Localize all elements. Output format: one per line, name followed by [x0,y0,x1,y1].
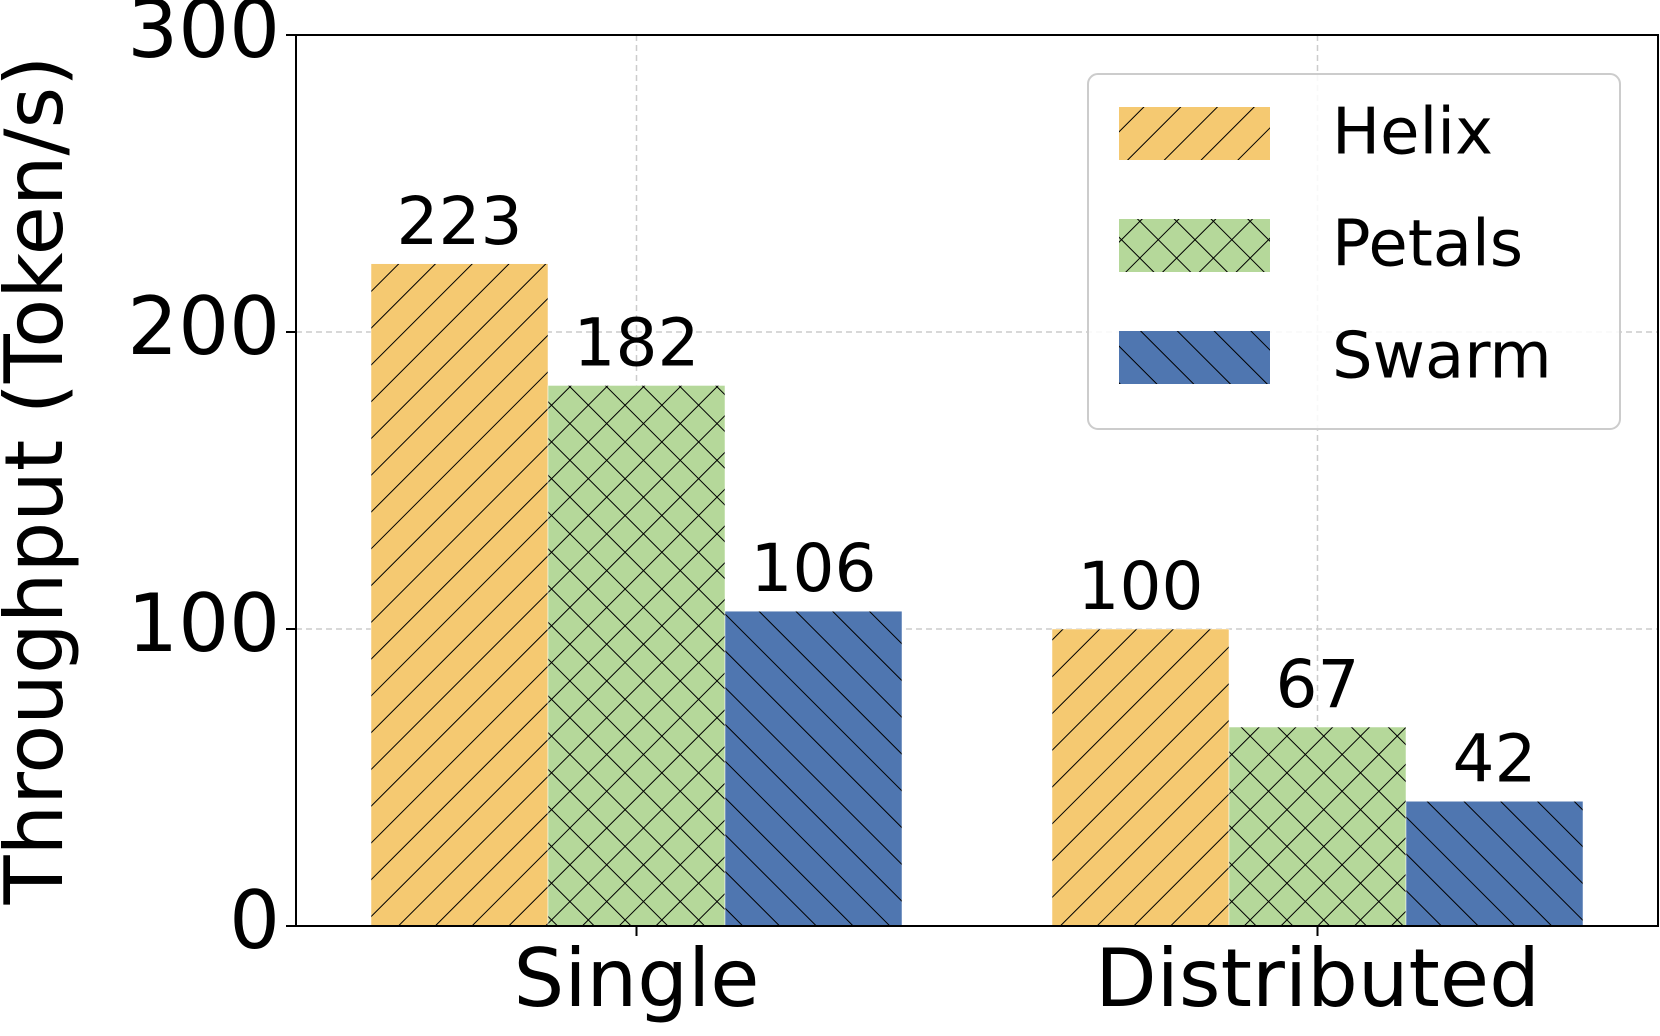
bar [1051,628,1230,927]
y-axis-label: Throughput (Token/s) [0,56,81,906]
legend-swatch [1119,219,1270,272]
value-label: 100 [1078,548,1204,625]
bar [547,385,726,927]
y-tick-label: 200 [127,280,280,373]
value-label: 182 [574,305,700,382]
y-tick-label: 100 [127,577,280,670]
bar [1405,801,1584,927]
bar [370,263,549,927]
y-tick-label: 0 [229,874,280,967]
value-label: 67 [1276,646,1360,723]
legend-label: Petals [1332,208,1523,282]
legend-label: Helix [1332,96,1493,170]
bar [724,610,903,927]
legend-swatch [1119,331,1270,384]
legend-label: Swarm [1332,320,1552,394]
y-tick-label: 300 [127,0,280,76]
value-label: 223 [397,183,523,260]
plot-frame [295,34,1659,927]
x-tick-label: Distributed [1095,932,1540,1025]
value-label: 106 [751,530,877,607]
legend-swatch [1119,107,1270,160]
value-label: 42 [1453,720,1537,797]
bar [1228,726,1407,927]
x-tick-label: Single [514,932,760,1025]
